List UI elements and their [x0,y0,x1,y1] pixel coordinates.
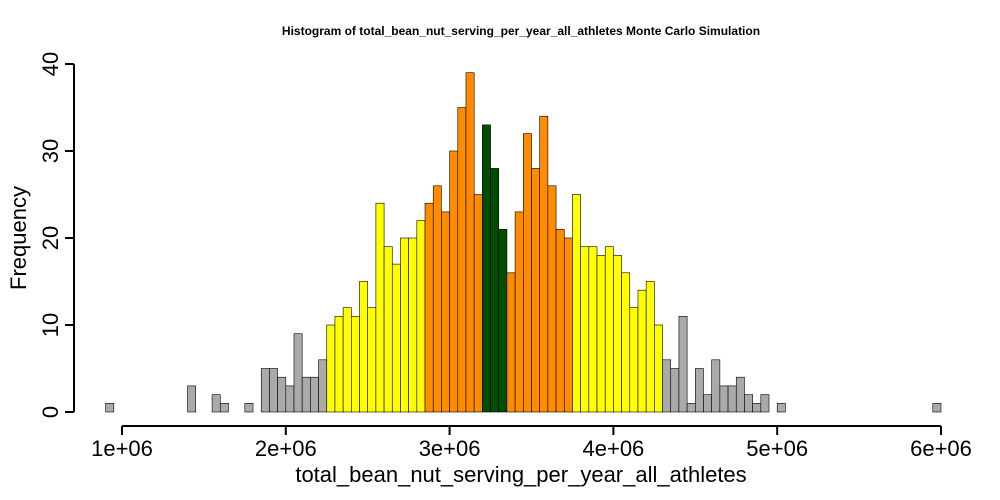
histogram-bar [580,246,590,413]
histogram-bar [490,168,500,413]
histogram-bar [482,124,491,413]
histogram-bar [932,402,942,413]
x-axis-label: total_bean_nut_serving_per_year_all_athl… [295,462,746,487]
histogram-bar [383,246,393,413]
histogram-bar [654,324,663,413]
histogram-bar [498,229,508,413]
histogram-bar [645,281,655,413]
histogram-bar [621,272,631,413]
histogram-bar [432,185,442,413]
x-tick-label: 5e+06 [746,436,808,461]
histogram-bar [523,133,532,413]
x-tick-label: 1e+06 [91,436,153,461]
bars-group [105,72,942,413]
histogram-bar [563,237,573,413]
histogram-bar [457,107,467,413]
histogram-bar [711,359,721,413]
histogram-bar [588,246,598,413]
histogram-bar [613,255,622,413]
histogram-bar [293,333,303,413]
y-tick-label: 20 [38,226,63,250]
x-tick-label: 2e+06 [255,436,317,461]
histogram-bar [596,255,606,413]
chart-title: Histogram of total_bean_nut_serving_per_… [282,24,760,38]
histogram-bar [719,385,729,413]
histogram-bar [318,359,328,413]
histogram-bar [514,211,524,413]
x-tick-label: 4e+06 [583,436,645,461]
histogram-bar [342,307,352,413]
histogram-bar [351,315,360,413]
histogram-bar [735,376,745,413]
histogram-bar [572,194,581,413]
histogram-bar [408,237,418,413]
y-tick-label: 10 [38,313,63,337]
histogram-bar [547,185,557,413]
histogram-bar [391,263,401,413]
histogram-bar [670,368,680,413]
histogram-bar [449,150,459,413]
histogram-bar [375,202,385,413]
histogram-bar [277,376,287,413]
histogram-bar [441,211,450,413]
y-tick-label: 0 [38,406,63,418]
histogram-bar [400,237,409,413]
histogram-bar [416,220,426,413]
histogram-bar [637,289,647,413]
histogram-bar [424,202,434,413]
histogram-bar [301,376,311,413]
histogram-bar [326,324,336,413]
y-tick-label: 40 [38,52,63,76]
histogram-bar [678,315,688,413]
histogram-bar [727,385,737,413]
histogram-bar [269,368,278,413]
histogram-bar [686,402,696,413]
histogram-bar [703,394,712,413]
y-axis-label: Frequency [6,186,31,290]
histogram-bar [465,72,475,413]
histogram-bar [662,359,672,413]
histogram-bar [260,368,270,413]
histogram-bar [760,394,770,413]
histogram-bar [105,402,115,413]
histogram-bar [334,315,344,413]
histogram-bar [539,115,549,413]
x-axis: 1e+06 2e+06 3e+06 4e+06 5e+06 6e+06 [91,425,972,461]
histogram-bar [531,168,540,413]
histogram-bar [359,281,369,413]
y-axis: 0 10 20 30 40 [38,52,75,418]
histogram-bar [506,272,516,413]
histogram-bar [211,394,221,413]
histogram-bar [367,307,377,413]
x-tick-label: 6e+06 [910,436,972,461]
histogram-bar [244,402,254,413]
histogram-bar [187,385,197,413]
histogram-bar [744,394,753,413]
histogram-bar [285,385,295,413]
histogram-bar [473,194,483,413]
histogram-bar [752,402,762,413]
x-tick-label: 3e+06 [419,436,481,461]
histogram-bar [555,229,565,413]
histogram-bar [629,307,639,413]
histogram-bar [776,402,786,413]
histogram-bar [310,376,319,413]
y-tick-label: 30 [38,139,63,163]
histogram-bar [604,246,614,413]
histogram-bar [694,368,704,413]
histogram-bar [219,402,229,413]
